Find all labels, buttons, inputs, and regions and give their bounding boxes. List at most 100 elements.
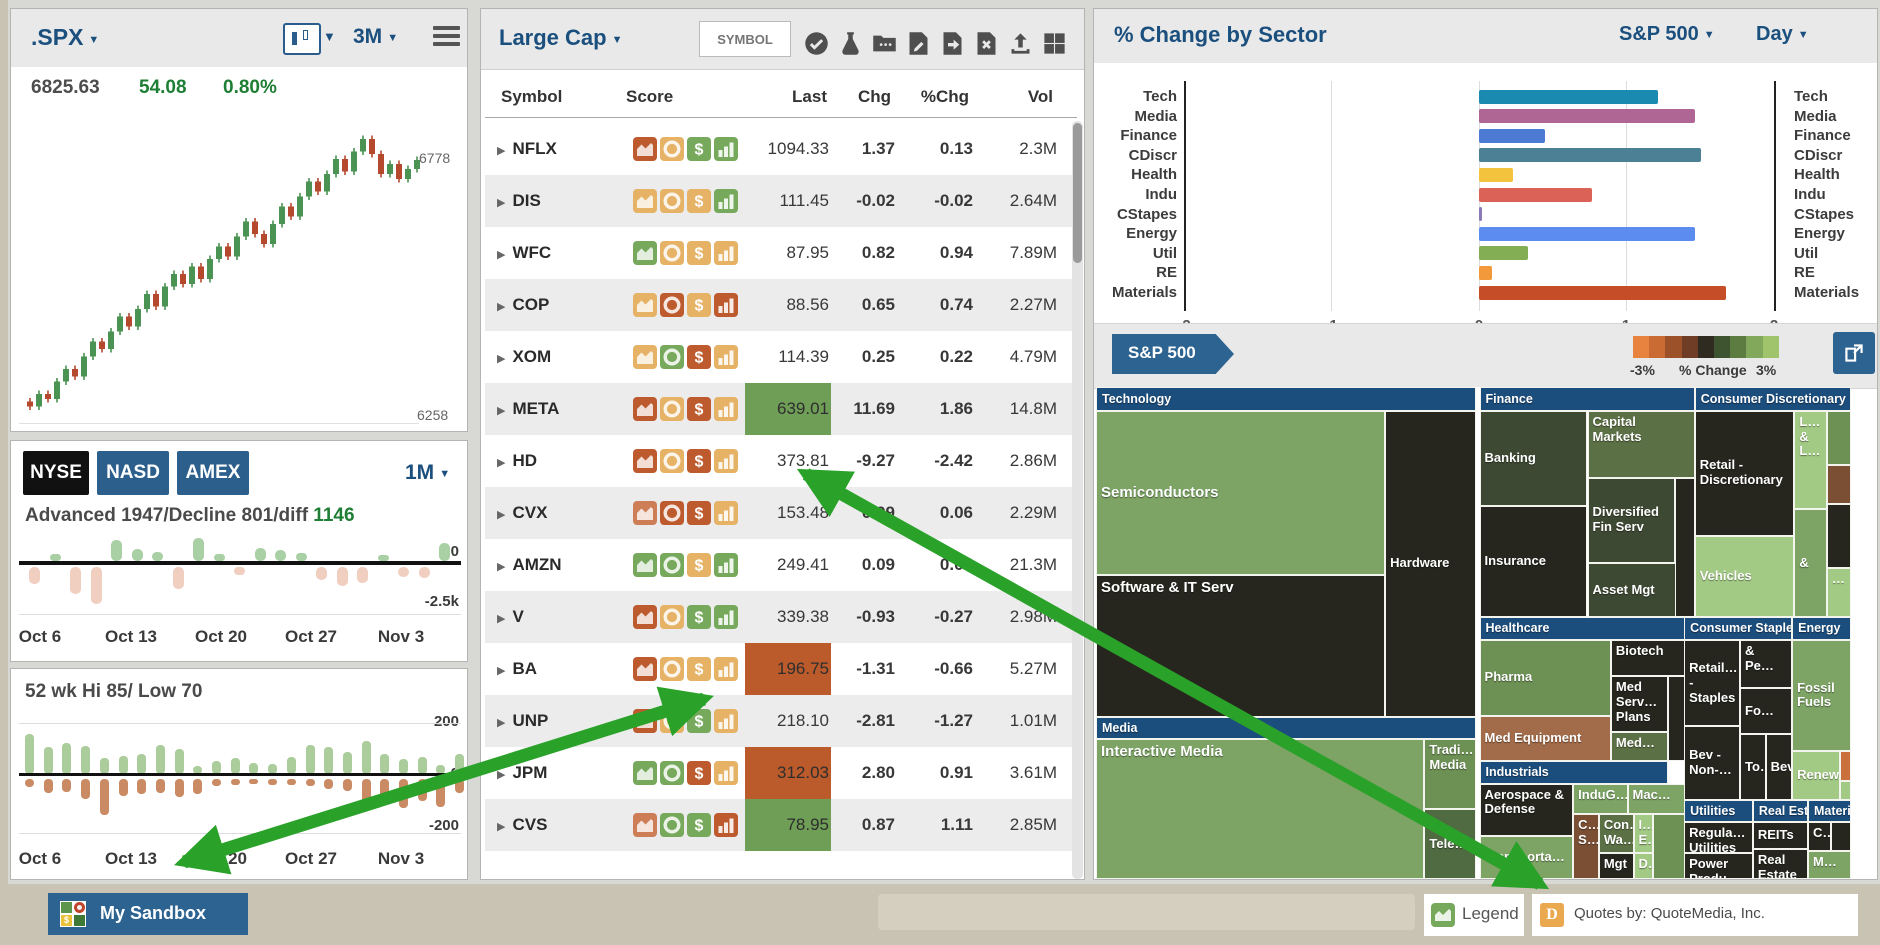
table-row-amzn[interactable]: ▶ AMZN $249.41 0.09 0.04 21.3M — [485, 539, 1075, 591]
treemap-cell-con-wa-[interactable]: Con… Wa… — [1598, 814, 1634, 854]
expand-row-icon[interactable]: ▶ — [497, 301, 506, 313]
my-sandbox-button[interactable]: $ My Sandbox — [48, 893, 248, 935]
treemap-cell-unlabeled[interactable] — [1840, 751, 1851, 781]
table-row-dis[interactable]: ▶ DIS $111.45 -0.02 -0.02 2.64M — [485, 175, 1075, 227]
treemap-cell-mgt[interactable]: Mgt — [1598, 853, 1634, 879]
table-row-cvs[interactable]: ▶ CVS $78.95 0.87 1.11 2.85M — [485, 799, 1075, 851]
col-chg[interactable]: Chg — [857, 87, 891, 106]
treemap-section-industrials[interactable]: Industrials — [1479, 760, 1668, 784]
treemap-cell-unlabeled[interactable] — [1826, 410, 1851, 465]
treemap-cell-to-[interactable]: To… — [1740, 734, 1766, 801]
col-score[interactable]: Score — [626, 87, 674, 106]
table-row-meta[interactable]: ▶ META $639.01 11.69 1.86 14.8M — [485, 383, 1075, 435]
delete-document-icon[interactable] — [973, 30, 1000, 57]
treemap-cell-aerospace-defense[interactable]: Aerospace & Defense — [1479, 783, 1574, 836]
expand-row-icon[interactable]: ▶ — [497, 613, 506, 625]
table-row-jpm[interactable]: ▶ JPM $312.03 2.80 0.91 3.61M — [485, 747, 1075, 799]
expand-button[interactable] — [1833, 332, 1875, 374]
menu-button[interactable] — [433, 22, 460, 50]
treemap-section-energy[interactable]: Energy — [1792, 617, 1851, 640]
treemap-cell-hardware[interactable]: Hardware — [1385, 410, 1476, 717]
treemap-cell-interactive-media[interactable]: Interactive Media — [1096, 739, 1425, 879]
table-row-unp[interactable]: ▶ UNP $218.10 -2.81 -1.27 1.01M — [485, 695, 1075, 747]
treemap-section-finance[interactable]: Finance — [1479, 387, 1695, 411]
treemap-cell-capital-markets[interactable]: Capital Markets — [1587, 410, 1695, 478]
treemap-cell-c-s-[interactable]: C… S… — [1573, 814, 1599, 879]
expand-row-icon[interactable]: ▶ — [497, 561, 506, 573]
flask-icon[interactable] — [837, 30, 864, 57]
col-pct-chg[interactable]: %Chg — [920, 87, 969, 106]
folder-icon[interactable] — [871, 30, 898, 57]
treemap-cell-m-[interactable]: M… — [1807, 851, 1851, 879]
grid-icon[interactable] — [1041, 30, 1068, 57]
table-row-ba[interactable]: ▶ BA $196.75 -1.31 -0.66 5.27M — [485, 643, 1075, 695]
check-circle-icon[interactable] — [803, 30, 830, 57]
treemap-cell-d-[interactable]: D… — [1633, 853, 1654, 879]
treemap-cell-unlabeled[interactable] — [1826, 504, 1851, 569]
treemap-section-media[interactable]: Media — [1096, 716, 1476, 740]
expand-row-icon[interactable]: ▶ — [497, 145, 506, 157]
table-row-hd[interactable]: ▶ HD $373.81 -9.27 -2.42 2.86M — [485, 435, 1075, 487]
treemap-cell-semiconductors[interactable]: Semiconductors — [1096, 410, 1386, 575]
treemap-cell-indug-[interactable]: InduG… — [1573, 783, 1628, 815]
treemap-section-utilities[interactable]: Utilities — [1684, 800, 1753, 822]
treemap-cell-biotech[interactable]: Biotech — [1610, 639, 1695, 677]
tab-amex[interactable]: AMEX — [177, 451, 249, 495]
col-vol[interactable]: Vol — [1027, 87, 1053, 106]
treemap-cell-diversified-fin-serv[interactable]: Diversified Fin Serv — [1587, 477, 1676, 564]
watchlist-dropdown[interactable]: Large Cap ▼ — [499, 25, 623, 50]
treemap-section-technology[interactable]: Technology — [1096, 387, 1476, 411]
treemap-section-real-est[interactable]: Real Est — [1752, 800, 1808, 822]
treemap-cell-bev-non-[interactable]: Bev - Non-… — [1684, 726, 1740, 801]
treemap-cell-fossil-fuels[interactable]: Fossil Fuels — [1792, 639, 1851, 752]
treemap-cell-bev-[interactable]: Bev… — [1765, 734, 1793, 801]
index-symbol-dropdown[interactable]: .SPX ▼ — [31, 24, 100, 50]
scrollbar-thumb[interactable] — [1073, 123, 1082, 263]
expand-row-icon[interactable]: ▶ — [497, 665, 506, 677]
expand-row-icon[interactable]: ▶ — [497, 405, 506, 417]
tab-nyse[interactable]: NYSE — [23, 451, 89, 495]
treemap-cell-reits[interactable]: REITs — [1752, 821, 1808, 850]
expand-row-icon[interactable]: ▶ — [497, 821, 506, 833]
expand-row-icon[interactable]: ▶ — [497, 353, 506, 365]
treemap-cell-retail-discretionary[interactable]: Retail - Discretionary — [1694, 410, 1795, 536]
table-row-v[interactable]: ▶ V $339.38 -0.93 -0.27 2.98M — [485, 591, 1075, 643]
treemap-cell-l-l-[interactable]: L… & L… — [1794, 410, 1827, 509]
breadth-timeframe-dropdown[interactable]: 1M ▼ — [405, 461, 451, 484]
treemap-cell-i-e-[interactable]: I… E… — [1633, 814, 1654, 854]
treemap-cell-unlabeled[interactable] — [1840, 780, 1851, 801]
tab-nasd[interactable]: NASD — [97, 451, 169, 495]
treemap-cell-power-produ-[interactable]: Power Produ… — [1684, 853, 1753, 879]
treemap-cell-renew-[interactable]: Renew… — [1792, 751, 1841, 801]
chevron-down-icon[interactable]: ▼ — [323, 29, 336, 44]
treemap-section-materi[interactable]: Materi — [1807, 800, 1851, 822]
period-selector-dropdown[interactable]: Day ▼ — [1756, 23, 1809, 45]
chart-style-dropdown[interactable] — [283, 23, 321, 55]
treemap-section-consumer-discretionary[interactable]: Consumer Discretionary — [1694, 387, 1851, 411]
treemap-cell-vehicles[interactable]: Vehicles — [1694, 535, 1795, 618]
expand-row-icon[interactable]: ▶ — [497, 249, 506, 261]
treemap-cell-unlabeled[interactable] — [1830, 821, 1851, 852]
treemap-cell-fo-[interactable]: Fo… — [1740, 688, 1793, 735]
treemap-cell-unlabeled[interactable] — [1675, 477, 1695, 618]
treemap-cell-c-[interactable]: C… — [1807, 821, 1831, 852]
treemap-cell--pe-[interactable]: & Pe… — [1740, 639, 1793, 689]
treemap-cell-med-serv-plans[interactable]: Med Serv… Plans — [1610, 676, 1669, 733]
expand-row-icon[interactable]: ▶ — [497, 457, 506, 469]
expand-row-icon[interactable]: ▶ — [497, 197, 506, 209]
treemap-cell-retail-staples[interactable]: Retail… - Staples — [1684, 639, 1740, 727]
treemap-cell-med-[interactable]: Med… — [1610, 732, 1669, 761]
treemap-cell-transporta-[interactable]: Transporta… — [1479, 835, 1574, 879]
expand-row-icon[interactable]: ▶ — [497, 717, 506, 729]
timeframe-dropdown[interactable]: 3M ▼ — [353, 25, 399, 48]
index-selector-dropdown[interactable]: S&P 500 ▼ — [1619, 23, 1715, 45]
table-row-cvx[interactable]: ▶ CVX $153.48 0.09 0.06 2.29M — [485, 487, 1075, 539]
scrollbar-track[interactable] — [1072, 121, 1083, 879]
table-row-nflx[interactable]: ▶ NFLX $1094.33 1.37 0.13 2.3M — [485, 123, 1075, 175]
treemap-cell--[interactable]: … — [1826, 568, 1851, 618]
table-row-xom[interactable]: ▶ XOM $114.39 0.25 0.22 4.79M — [485, 331, 1075, 383]
expand-row-icon[interactable]: ▶ — [497, 769, 506, 781]
treemap-section-consumer-staple[interactable]: Consumer Staple — [1684, 617, 1793, 640]
treemap-section-healthcare[interactable]: Healthcare — [1479, 617, 1695, 640]
treemap-cell-pharma[interactable]: Pharma — [1479, 639, 1611, 716]
